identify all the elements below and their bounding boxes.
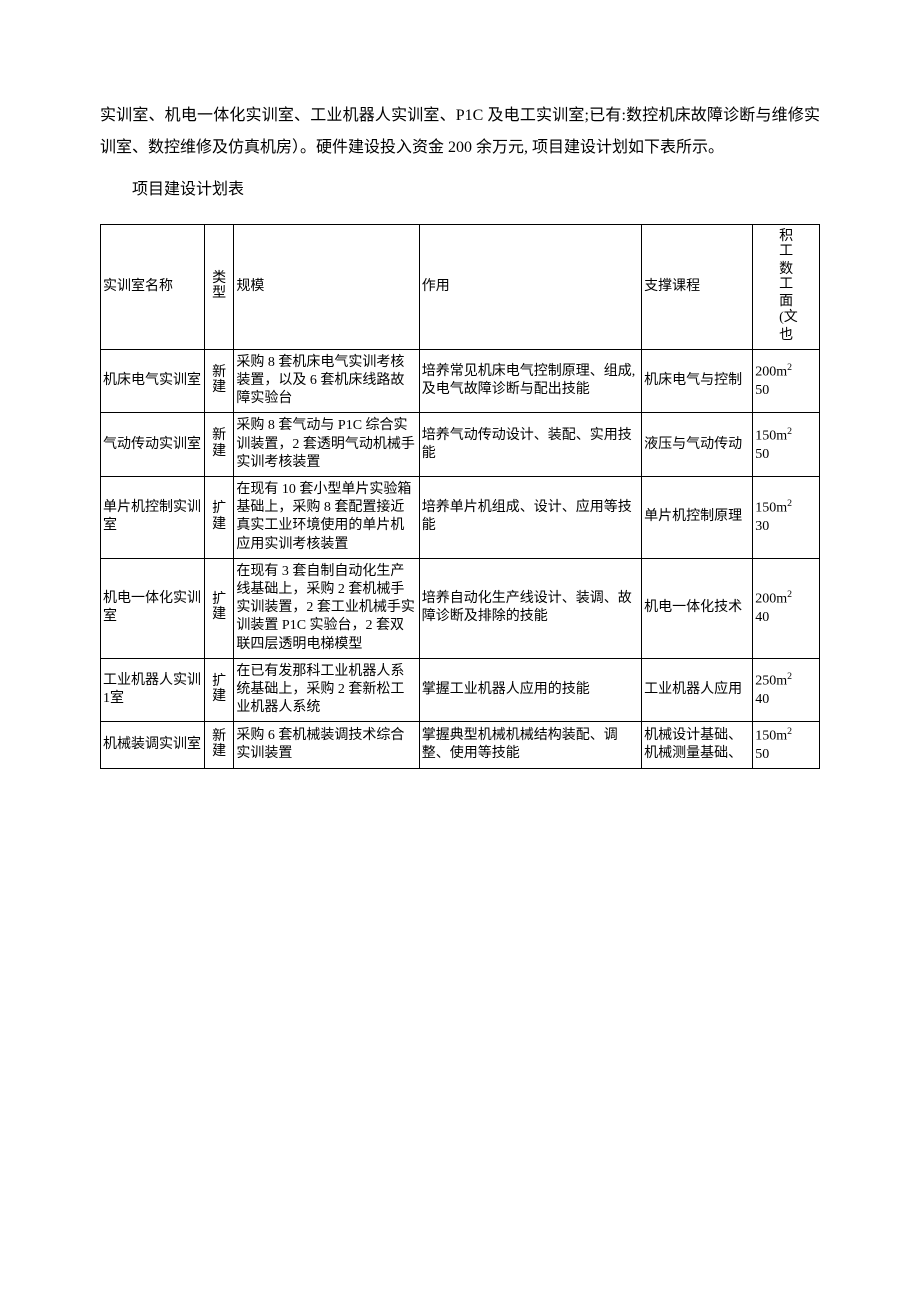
- cell-scale: 采购 8 套机床电气实训考核装置，以及 6 套机床线路故障实验台: [234, 349, 419, 413]
- table-row: 机械装调实训室新建采购 6 套机械装调技术综合实训装置掌握典型机械机械结构装配、…: [101, 722, 820, 769]
- cell-type: 扩建: [204, 477, 234, 559]
- cell-scale: 在已有发那科工业机器人系统基础上，采购 2 套新松工业机器人系统: [234, 658, 419, 722]
- cell-name: 工业机器人实训1室: [101, 658, 205, 722]
- table-row: 机电一体化实训室扩建在现有 3 套自制自动化生产线基础上，采购 2 套机械手实训…: [101, 558, 820, 658]
- cell-course: 机电一体化技术: [642, 558, 753, 658]
- cell-course: 机械设计基础、机械测量基础、: [642, 722, 753, 769]
- table-row: 工业机器人实训1室扩建在已有发那科工业机器人系统基础上，采购 2 套新松工业机器…: [101, 658, 820, 722]
- cell-scale: 在现有 3 套自制自动化生产线基础上，采购 2 套机械手实训装置，2 套工业机械…: [234, 558, 419, 658]
- project-plan-table: 实训室名称 类型 规模 作用 支撑课程 积工 数工 面(文 也 机床电气实训室新…: [100, 224, 820, 769]
- cell-scale: 采购 8 套气动与 P1C 综合实训装置，2 套透明气动机械手实训考核装置: [234, 413, 419, 477]
- cell-course: 机床电气与控制: [642, 349, 753, 413]
- cell-role: 培养气动传动设计、装配、实用技能: [419, 413, 641, 477]
- col-header-scale: 规模: [234, 225, 419, 350]
- col-header-course: 支撑课程: [642, 225, 753, 350]
- cell-name: 机械装调实训室: [101, 722, 205, 769]
- cell-course: 单片机控制原理: [642, 477, 753, 559]
- cell-area: 200m250: [753, 349, 820, 413]
- cell-type: 扩建: [204, 658, 234, 722]
- cell-area: 250m240: [753, 658, 820, 722]
- cell-area: 150m250: [753, 722, 820, 769]
- table-row: 机床电气实训室新建采购 8 套机床电气实训考核装置，以及 6 套机床线路故障实验…: [101, 349, 820, 413]
- table-row: 单片机控制实训室扩建在现有 10 套小型单片实验箱基础上，采购 8 套配置接近真…: [101, 477, 820, 559]
- cell-role: 培养自动化生产线设计、装调、故障诊断及排除的技能: [419, 558, 641, 658]
- table-title: 项目建设计划表: [100, 174, 820, 206]
- cell-area: 150m230: [753, 477, 820, 559]
- cell-type: 新建: [204, 413, 234, 477]
- cell-name: 气动传动实训室: [101, 413, 205, 477]
- intro-paragraph: 实训室、机电一体化实训室、工业机器人实训室、P1C 及电工实训室;已有:数控机床…: [100, 100, 820, 164]
- col-header-name: 实训室名称: [101, 225, 205, 350]
- cell-area: 200m240: [753, 558, 820, 658]
- cell-type: 新建: [204, 722, 234, 769]
- cell-type: 扩建: [204, 558, 234, 658]
- col-header-role: 作用: [419, 225, 641, 350]
- cell-role: 培养常见机床电气控制原理、组成, 及电气故障诊断与配出技能: [419, 349, 641, 413]
- cell-name: 机床电气实训室: [101, 349, 205, 413]
- cell-scale: 采购 6 套机械装调技术综合实训装置: [234, 722, 419, 769]
- cell-role: 培养单片机组成、设计、应用等技能: [419, 477, 641, 559]
- cell-scale: 在现有 10 套小型单片实验箱基础上，采购 8 套配置接近真实工业环境使用的单片…: [234, 477, 419, 559]
- cell-role: 掌握典型机械机械结构装配、调整、使用等技能: [419, 722, 641, 769]
- cell-area: 150m250: [753, 413, 820, 477]
- cell-role: 掌握工业机器人应用的技能: [419, 658, 641, 722]
- cell-name: 机电一体化实训室: [101, 558, 205, 658]
- col-header-type: 类型: [204, 225, 234, 350]
- table-header-row: 实训室名称 类型 规模 作用 支撑课程 积工 数工 面(文 也: [101, 225, 820, 350]
- cell-type: 新建: [204, 349, 234, 413]
- table-row: 气动传动实训室新建采购 8 套气动与 P1C 综合实训装置，2 套透明气动机械手…: [101, 413, 820, 477]
- cell-course: 工业机器人应用: [642, 658, 753, 722]
- cell-course: 液压与气动传动: [642, 413, 753, 477]
- col-header-area: 积工 数工 面(文 也: [753, 225, 820, 350]
- cell-name: 单片机控制实训室: [101, 477, 205, 559]
